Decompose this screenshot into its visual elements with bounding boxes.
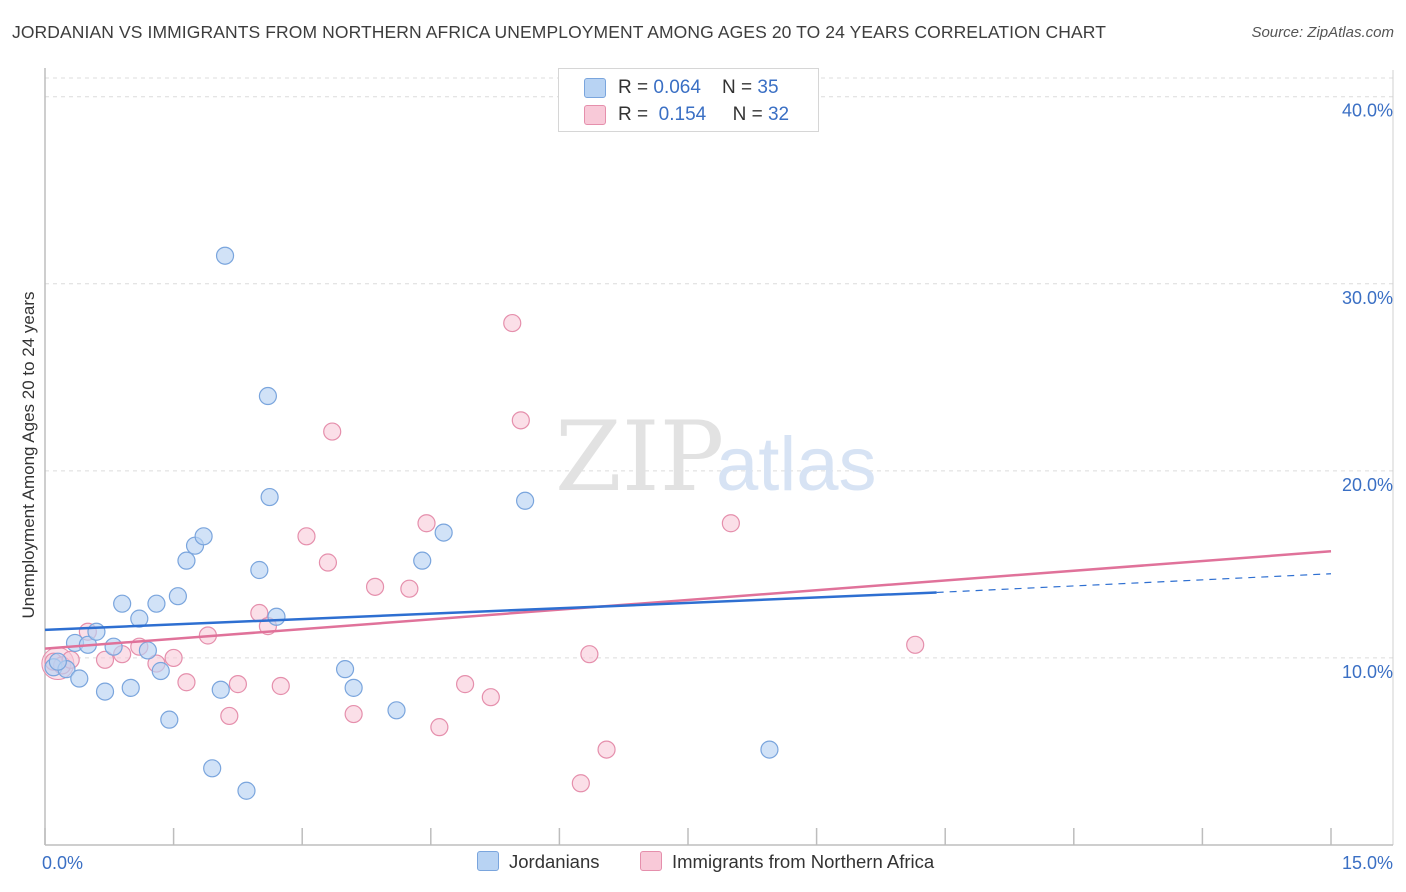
- jordanians-point: [516, 491, 535, 510]
- immigrants-point: [400, 579, 419, 598]
- jordanians-point: [260, 487, 279, 507]
- x-tick-label: 15.0%: [1342, 853, 1393, 873]
- immigrants-point: [164, 648, 183, 668]
- immigrants-point: [318, 553, 338, 572]
- jordanians-point: [250, 560, 269, 580]
- y-tick-label: 30.0%: [1342, 288, 1393, 308]
- jordanians-point: [87, 622, 106, 641]
- immigrants-swatch: [640, 851, 662, 871]
- x-tick-label: 0.0%: [42, 853, 83, 873]
- immigrants-point: [571, 774, 590, 793]
- immigrants-point: [220, 706, 239, 726]
- jordanians-point: [113, 594, 132, 613]
- immigrants-point: [344, 704, 363, 724]
- immigrants-point: [511, 411, 530, 430]
- immigrants-point: [365, 577, 385, 596]
- jordanians-point: [760, 740, 779, 759]
- jordanians-trend-extension: [936, 573, 1332, 594]
- immigrants-point: [503, 313, 522, 333]
- jordanians-point: [104, 637, 123, 656]
- jordanians-point: [237, 781, 256, 800]
- legend-n-value: 32: [767, 104, 790, 125]
- tick-labels: 10.0% 20.0% 30.0% 40.0% 0.0% 15.0%: [42, 101, 1393, 873]
- bottom-legend-immigrants: Immigrants from Northern Africa: [640, 851, 934, 873]
- jordanians-point: [194, 527, 213, 546]
- axes: [44, 68, 1394, 846]
- immigrants-point: [430, 718, 449, 737]
- immigrants-point: [95, 650, 115, 669]
- jordanians-swatch: [477, 851, 499, 871]
- legend-r-label: R =: [618, 77, 654, 98]
- immigrants-point: [721, 514, 740, 533]
- immigrants-point: [297, 527, 316, 546]
- jordanians-point: [138, 641, 157, 660]
- legend-r-value: 0.064: [653, 77, 701, 98]
- jordanians-point: [70, 669, 89, 688]
- immigrants-point: [481, 688, 500, 707]
- jordanians-point: [335, 660, 355, 679]
- immigrants-swatch: [584, 105, 606, 125]
- trend-lines: [44, 550, 1332, 650]
- legend-n-value: 35: [757, 77, 779, 98]
- watermark: ZIP atlas: [555, 401, 877, 513]
- jordanians-point: [258, 386, 278, 406]
- jordanians-point: [147, 594, 166, 613]
- immigrants-point: [455, 675, 475, 694]
- legend-n-label: N =: [722, 77, 758, 98]
- jordanians-point: [267, 607, 286, 626]
- jordanians-point: [387, 701, 406, 720]
- immigrants-trend-line: [44, 550, 1332, 650]
- jordanians-point: [413, 551, 432, 570]
- jordanians-swatch: [584, 78, 606, 98]
- jordanians-point: [121, 678, 140, 697]
- jordanians-point: [211, 680, 230, 699]
- jordanians-point: [215, 246, 235, 265]
- y-tick-label: 20.0%: [1342, 475, 1393, 495]
- jordanians-point: [203, 759, 222, 778]
- jordanians-point: [177, 551, 196, 570]
- bottom-legend-label: Jordanians: [509, 851, 600, 872]
- jordanians-points: [44, 246, 779, 800]
- immigrants-point: [580, 645, 599, 664]
- immigrants-point: [228, 675, 247, 694]
- bottom-legend-label: Immigrants from Northern Africa: [672, 851, 935, 872]
- immigrants-point: [271, 676, 290, 696]
- bottom-legend-jordanians: Jordanians: [477, 851, 600, 873]
- jordanians-point: [344, 678, 363, 697]
- immigrants-point: [597, 740, 616, 759]
- jordanians-trend-line: [44, 591, 937, 632]
- watermark-zip: ZIP: [555, 401, 724, 513]
- legend-r-label: R =: [618, 104, 654, 125]
- chart-title: JORDANIAN VS IMMIGRANTS FROM NORTHERN AF…: [12, 22, 1107, 42]
- legend-r-value: 0.154: [658, 104, 707, 125]
- jordanians-point: [160, 710, 179, 729]
- source-label: Source: ZipAtlas.com: [1251, 24, 1394, 41]
- immigrants-point: [323, 422, 342, 441]
- immigrants-point: [906, 635, 925, 654]
- immigrants-point: [417, 514, 436, 533]
- jordanians-point: [168, 587, 187, 606]
- y-tick-label: 10.0%: [1342, 662, 1393, 682]
- jordanians-point: [48, 652, 67, 671]
- jordanians-point: [151, 661, 170, 681]
- immigrants-point: [177, 673, 196, 692]
- y-tick-label: 40.0%: [1342, 101, 1393, 121]
- watermark-atlas: atlas: [716, 422, 877, 507]
- jordanians-point: [434, 523, 453, 542]
- grid-lines: [45, 77, 1393, 659]
- jordanians-point: [95, 682, 115, 701]
- legend-n-label: N =: [732, 104, 768, 125]
- stats-legend: R = 0.064 N = 35 R = 0.154 N = 32: [558, 68, 819, 132]
